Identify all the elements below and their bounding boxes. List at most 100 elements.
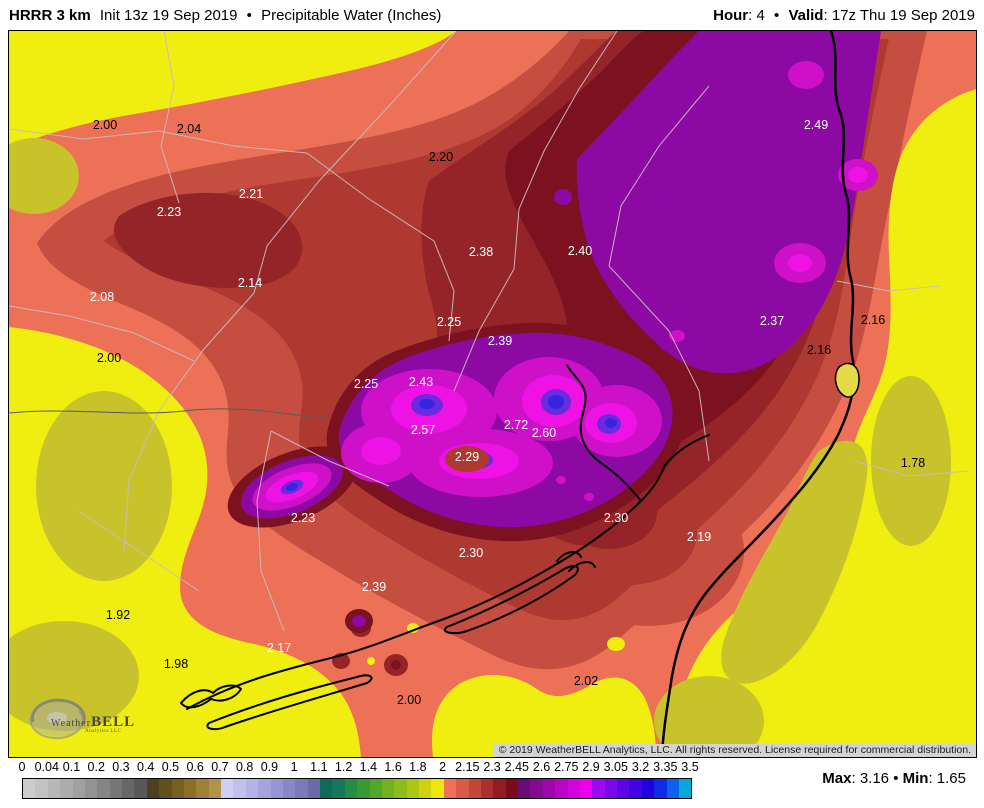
logo-subtitle: Analytics LLC [85,729,122,734]
maxmin-bullet: • [893,770,899,787]
legend-color-cell [97,779,110,798]
legend-tick-label: 3.2 [631,760,650,774]
map-value-label: 2.57 [410,422,436,437]
legend-tick-label: 0.1 [62,760,81,774]
map-value-label: 1.78 [900,455,926,470]
logo-text-weather: Weather [51,718,92,729]
logo-wordmark: WeatherBELL [51,713,135,731]
map-value-label: 2.02 [573,673,599,688]
yellow-contour-regions [9,31,976,757]
legend-tick-label: 0.6 [186,760,204,774]
map-value-label: 2.23 [290,510,316,525]
legend-tick-label: 2.3 [483,760,501,774]
coastline-and-state-border [180,31,860,757]
legend-color-cell [592,779,605,798]
legend-tick-label: 2.9 [582,760,600,774]
legend-tick-label: 3.5 [681,760,699,774]
legend-color-cell [617,779,630,798]
contour-fill-canvas [9,31,976,757]
legend-color-cell [258,779,271,798]
legend-tick-label: 2.45 [504,760,529,774]
valid-value: 17z Thu 19 Sep 2019 [831,6,975,24]
map-value-label: 2.20 [428,149,454,164]
map-value-label: 2.23 [156,204,182,219]
map-value-label: 2.00 [96,350,122,365]
map-value-label: 2.00 [396,692,422,707]
legend-tick-label: 0.7 [211,760,229,774]
legend-tick-label: 2.15 [455,760,480,774]
legend-color-cell [579,779,593,798]
min-label: Min [902,770,929,787]
valid-bullet: • [774,6,780,24]
legend-color-cell [555,779,568,798]
map-value-label: 2.16 [860,312,886,327]
legend-color-cell [35,779,48,798]
legend-color-cell [109,779,122,798]
legend-color-cell [468,779,481,798]
header-bar: HRRR 3 km Init 13z 19 Sep 2019 • Precipi… [0,0,984,30]
map-value-label: 2.19 [686,529,712,544]
county-borders [9,31,970,632]
legend-color-cell [604,779,617,798]
legend-tick-label: 2.6 [532,760,551,774]
legend-color-cell [270,779,283,798]
legend-color-cell [357,779,370,798]
forecast-map: 2.00 2.04 2.20 2.49 2.21 2.23 2.38 2.40 2.14 2.08… [8,30,977,758]
legend-color-cell [183,779,197,798]
map-value-label: 2.60 [531,425,557,440]
map-value-label: 2.40 [567,243,593,258]
legend-tick-label: 2.75 [554,760,579,774]
legend-color-cell [456,779,469,798]
map-value-label: 2.25 [353,376,379,391]
weatherbell-logo: WeatherBELL Analytics LLC [27,689,135,747]
legend-color-cell [221,779,234,798]
legend-color-cell [134,779,147,798]
map-value-label: 2.00 [92,117,118,132]
legend-color-cell [443,779,457,798]
copyright-notice: © 2019 WeatherBELL Analytics, LLC. All r… [493,744,976,757]
legend-color-cell [641,779,655,798]
map-value-label: 2.37 [759,313,785,328]
legend-color-cell [307,779,320,798]
colon: : [851,770,856,787]
max-label: Max [822,770,852,787]
legend-color-cell [196,779,209,798]
legend-color-cell [344,779,358,798]
legend-color-cell [233,779,246,798]
color-scale-legend: 0 0.04 0.1 0.2 0.3 0.4 0.5 0.6 0.7 0.8 0.9 1 1.1 1.2 1… [0,758,984,808]
legend-tick-label: 0.5 [161,760,180,774]
legend-tick-label: 1.8 [409,760,427,774]
legend-color-cell [419,779,432,798]
legend-color-cell [406,779,419,798]
legend-color-cell [146,779,160,798]
colon: : [928,770,933,787]
colon: : [823,6,828,24]
legend-tick-label: 3.05 [603,760,628,774]
legend-color-cell [295,779,308,798]
header-title-left: HRRR 3 km Init 13z 19 Sep 2019 • Precipi… [9,7,441,24]
product-name: Precipitable Water (Inches) [261,6,442,24]
map-value-label: 2.49 [803,117,829,132]
map-value-label: 2.04 [176,121,202,136]
map-value-label: 2.14 [237,275,263,290]
legend-color-cell [567,779,580,798]
max-value: 3.16 [859,770,890,787]
legend-color-cell [208,779,221,798]
legend-color-cell [518,779,531,798]
valid-label: Valid [788,6,824,24]
map-value-label: 2.30 [603,510,629,525]
legend-color-cell [629,779,642,798]
legend-tick-label: 0.2 [87,760,105,774]
legend-color-cell [530,779,543,798]
legend-tick-label: 0.4 [137,760,155,774]
map-value-label: 2.17 [266,640,292,655]
legend-tick-label: 0.8 [235,760,254,774]
model-name: HRRR 3 km [9,6,91,24]
legend-color-cell [282,779,296,798]
max-min-readout: Max: 3.16 • Min: 1.65 [822,770,966,787]
legend-color-cell [505,779,518,798]
map-value-label: 2.08 [89,289,115,304]
legend-tick-label: 0 [18,760,26,774]
legend-tick-label: 0.3 [112,760,130,774]
